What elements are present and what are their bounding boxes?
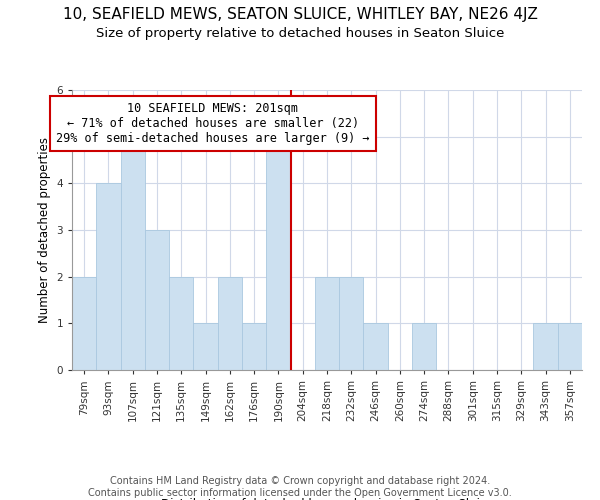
Text: 10 SEAFIELD MEWS: 201sqm
← 71% of detached houses are smaller (22)
29% of semi-d: 10 SEAFIELD MEWS: 201sqm ← 71% of detach… bbox=[56, 102, 370, 144]
Text: 10, SEAFIELD MEWS, SEATON SLUICE, WHITLEY BAY, NE26 4JZ: 10, SEAFIELD MEWS, SEATON SLUICE, WHITLE… bbox=[62, 8, 538, 22]
Bar bbox=[558, 324, 582, 370]
Bar bbox=[193, 324, 218, 370]
Text: Size of property relative to detached houses in Seaton Sluice: Size of property relative to detached ho… bbox=[96, 28, 504, 40]
Text: Contains HM Land Registry data © Crown copyright and database right 2024.
Contai: Contains HM Land Registry data © Crown c… bbox=[88, 476, 512, 498]
Bar bbox=[169, 276, 193, 370]
Bar bbox=[145, 230, 169, 370]
X-axis label: Distribution of detached houses by size in Seaton Sluice: Distribution of detached houses by size … bbox=[161, 498, 493, 500]
Bar bbox=[242, 324, 266, 370]
Bar bbox=[533, 324, 558, 370]
Bar bbox=[72, 276, 96, 370]
Bar bbox=[412, 324, 436, 370]
Bar bbox=[339, 276, 364, 370]
Y-axis label: Number of detached properties: Number of detached properties bbox=[38, 137, 51, 323]
Bar bbox=[364, 324, 388, 370]
Bar bbox=[315, 276, 339, 370]
Bar bbox=[266, 136, 290, 370]
Bar bbox=[96, 184, 121, 370]
Bar bbox=[121, 136, 145, 370]
Bar bbox=[218, 276, 242, 370]
